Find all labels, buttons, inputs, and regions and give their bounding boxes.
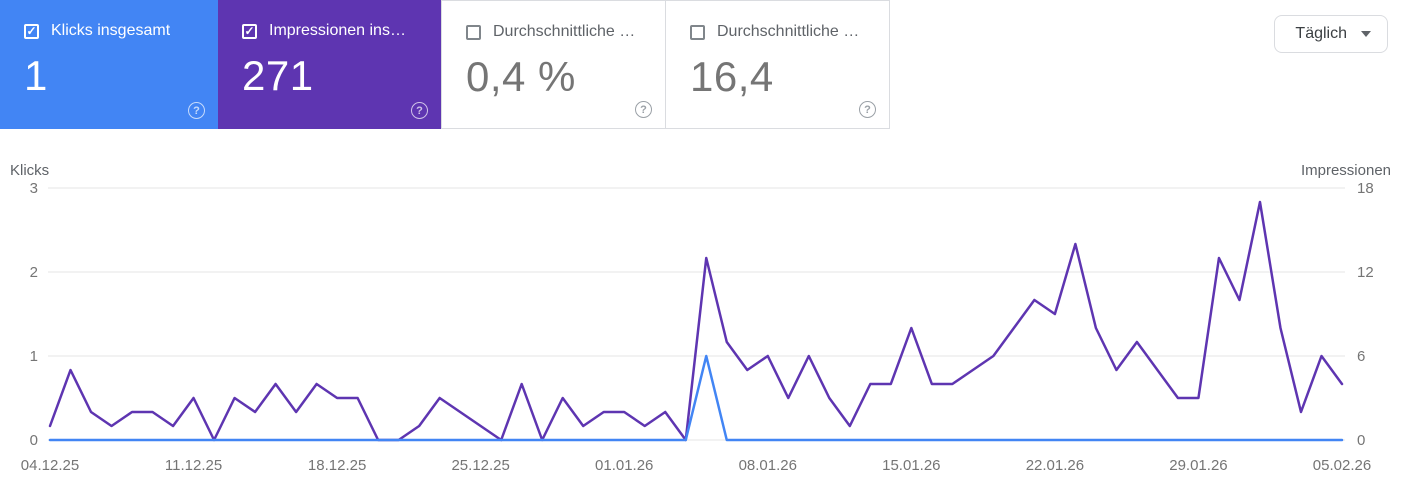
metric-card-value: 0,4 % xyxy=(466,53,576,100)
ctr-checkbox[interactable] xyxy=(466,24,481,40)
metric-card-value: 1 xyxy=(24,52,48,99)
left-axis-tick: 1 xyxy=(30,348,38,365)
x-axis-tick: 08.01.26 xyxy=(739,457,797,474)
metric-card-label: Durchschnittliche … xyxy=(717,23,860,40)
impressions-line xyxy=(48,200,1344,442)
metric-card-label: Durchschnittliche … xyxy=(493,23,636,40)
metric-card-ctr[interactable]: Durchschnittliche … 0,4 % ? xyxy=(441,0,666,129)
metric-card-header: ✓ Impressionen ins… xyxy=(242,22,421,40)
left-axis-tick: 2 xyxy=(30,264,38,281)
position-checkbox[interactable] xyxy=(690,24,705,40)
left-axis-tick: 3 xyxy=(30,180,38,197)
metric-card-clicks[interactable]: ✓ Klicks insgesamt 1 ? xyxy=(0,0,218,129)
granularity-button[interactable]: Täglich xyxy=(1274,15,1388,53)
chart-area: 3 18 2 12 1 6 0 0 Klicks Impressionen 04.12.25 11.1… xyxy=(0,130,1403,492)
metric-card-header: ✓ Klicks insgesamt xyxy=(24,22,198,40)
x-axis-tick: 05.02.26 xyxy=(1313,457,1371,474)
clicks-checkbox[interactable]: ✓ xyxy=(24,23,39,39)
metric-card-header: Durchschnittliche … xyxy=(690,23,869,41)
performance-chart[interactable]: 3 18 2 12 1 6 0 0 Klicks Impressionen 04.12.25 11.1… xyxy=(0,130,1403,492)
metric-card-impressions[interactable]: ✓ Impressionen ins… 271 ? xyxy=(218,0,441,129)
x-axis-tick: 18.12.25 xyxy=(308,457,366,474)
x-axis-tick: 29.01.26 xyxy=(1169,457,1227,474)
x-axis-tick: 01.01.26 xyxy=(595,457,653,474)
help-icon[interactable]: ? xyxy=(411,102,428,119)
help-icon[interactable]: ? xyxy=(859,101,876,118)
dropdown-arrow-icon xyxy=(1361,31,1371,37)
right-axis-tick: 0 xyxy=(1357,432,1365,449)
x-axis-tick: 25.12.25 xyxy=(451,457,509,474)
help-icon[interactable]: ? xyxy=(188,102,205,119)
metric-card-label: Klicks insgesamt xyxy=(51,22,171,39)
metric-cards-row: ✓ Klicks insgesamt 1 ? ✓ Impressionen in… xyxy=(0,0,1403,129)
left-axis-tick: 0 xyxy=(30,432,38,449)
right-axis-title: Impressionen xyxy=(1301,162,1391,179)
right-axis-tick: 12 xyxy=(1357,264,1374,281)
metric-card-value: 271 xyxy=(242,52,314,99)
impressions-checkbox[interactable]: ✓ xyxy=(242,23,257,39)
right-axis-tick: 18 xyxy=(1357,180,1374,197)
metric-card-header: Durchschnittliche … xyxy=(466,23,645,41)
left-axis-title: Klicks xyxy=(10,162,49,179)
metric-card-label: Impressionen ins… xyxy=(269,22,406,39)
metric-card-position[interactable]: Durchschnittliche … 16,4 ? xyxy=(665,0,890,129)
clicks-line xyxy=(48,354,1344,442)
right-axis-tick: 6 xyxy=(1357,348,1365,365)
x-axis-tick: 15.01.26 xyxy=(882,457,940,474)
x-axis-tick: 11.12.25 xyxy=(165,457,222,474)
granularity-label: Täglich xyxy=(1295,25,1347,42)
x-axis-tick: 22.01.26 xyxy=(1026,457,1084,474)
metric-card-value: 16,4 xyxy=(690,53,774,100)
help-icon[interactable]: ? xyxy=(635,101,652,118)
x-axis-tick: 04.12.25 xyxy=(21,457,79,474)
